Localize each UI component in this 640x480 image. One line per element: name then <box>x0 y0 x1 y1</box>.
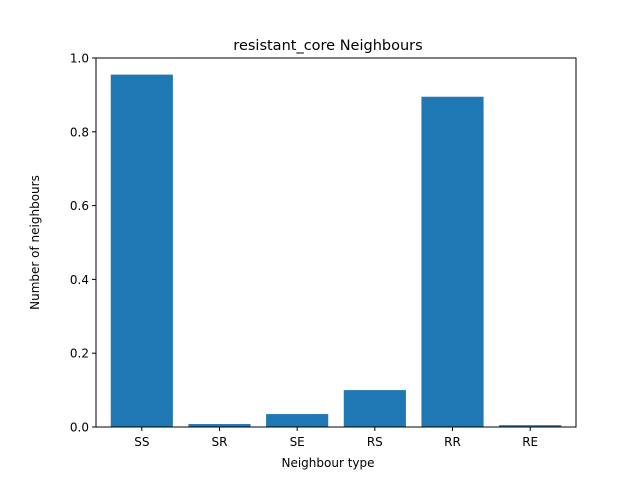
bar-sr <box>188 424 251 427</box>
bar-se <box>266 414 329 427</box>
bar-re <box>499 425 562 427</box>
x-tick-label: SS <box>134 435 149 449</box>
chart-title: resistant_core Neighbours <box>233 38 422 54</box>
x-axis-label: Neighbour type <box>281 456 374 470</box>
x-tick-label: RS <box>367 435 383 449</box>
y-tick-label: 1.0 <box>70 52 89 66</box>
y-tick-label: 0.8 <box>70 125 89 139</box>
y-tick-label: 0.2 <box>70 347 89 361</box>
y-tick-label: 0.4 <box>70 273 89 287</box>
bar-rs <box>343 390 406 427</box>
x-tick-label: RR <box>444 435 461 449</box>
bar-ss <box>110 74 173 427</box>
plot-frame <box>95 57 577 428</box>
y-tick-label: 0.6 <box>70 199 89 213</box>
bars-group <box>110 74 562 428</box>
y-axis-label: Number of neighbours <box>28 175 42 310</box>
y-axis-ticks: 0.0 0.2 0.4 0.6 0.8 1.0 <box>70 52 96 435</box>
bar-rr <box>421 96 484 428</box>
x-tick-label: SR <box>212 435 228 449</box>
x-tick-label: RE <box>522 435 538 449</box>
x-axis-ticks: SS SR SE RS RR RE <box>134 427 538 449</box>
x-tick-label: SE <box>290 435 305 449</box>
y-tick-label: 0.0 <box>70 421 89 435</box>
